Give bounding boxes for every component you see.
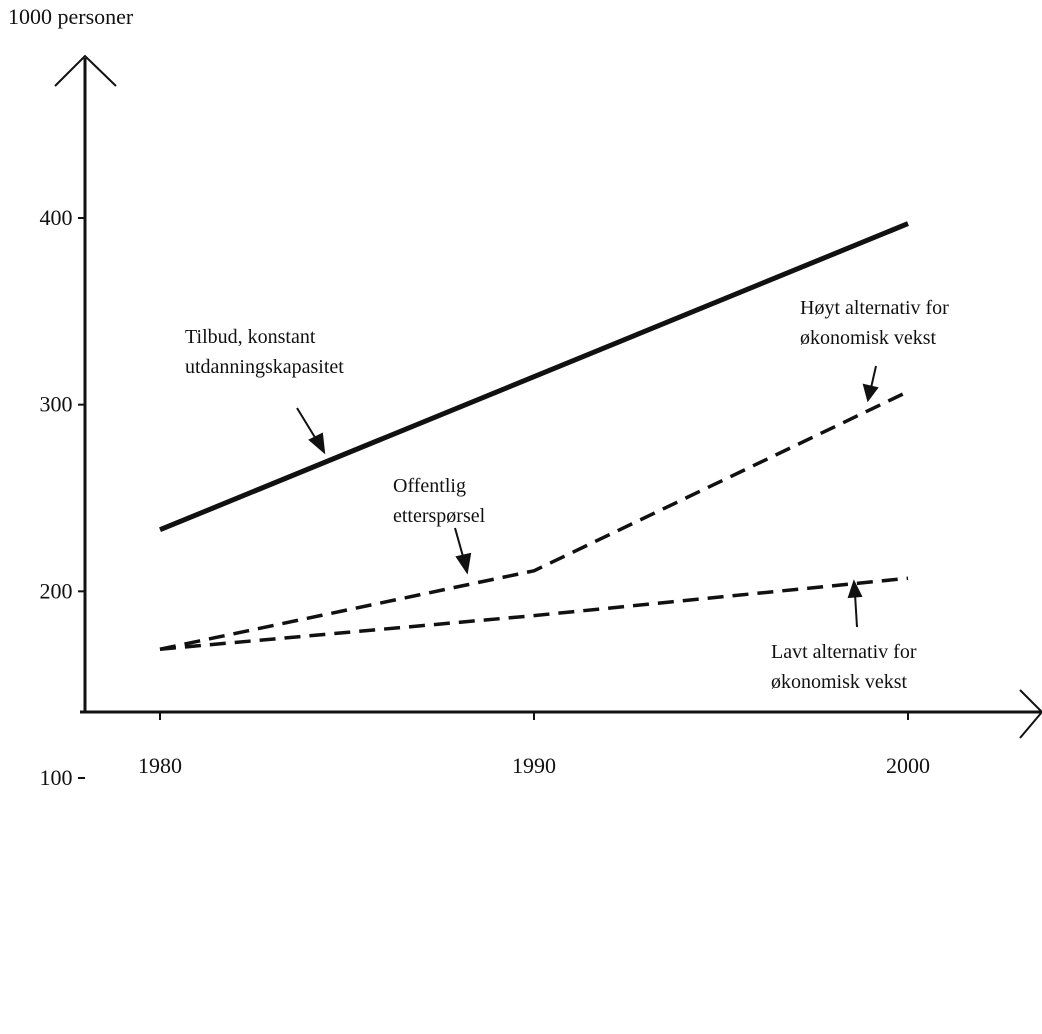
x-axis-ticks: 1980 1990 2000 xyxy=(138,712,930,778)
y-tick-label: 400 xyxy=(40,205,73,230)
y-tick-label: 300 xyxy=(40,392,73,417)
y-tick-label: 100 xyxy=(40,765,73,790)
series-line-tilbud xyxy=(159,221,909,533)
y-axis-title: 1000 personer xyxy=(8,4,134,29)
y-axis-arrowhead xyxy=(54,54,117,87)
label-offentlig-line1: Offentlig xyxy=(393,475,466,497)
annotation-arrows xyxy=(296,365,879,628)
x-axis-arrowhead xyxy=(1019,689,1042,739)
label-lavt-line1: Lavt alternativ for xyxy=(771,641,917,663)
arrow-tilbud-head xyxy=(308,432,326,455)
series-line-lavt xyxy=(159,576,909,651)
annotation-labels: Tilbud, konstant utdanningskapasitet Off… xyxy=(185,297,949,693)
y-tick-label: 200 xyxy=(40,578,73,603)
series-line-hoyt xyxy=(159,390,909,651)
x-tick-label: 1990 xyxy=(512,753,556,778)
label-tilbud-line2: utdanningskapasitet xyxy=(185,356,344,378)
x-tick-label: 1980 xyxy=(138,753,182,778)
label-hoyt-line2: økonomisk vekst xyxy=(800,327,937,349)
series-lines xyxy=(159,221,909,651)
x-tick-label: 2000 xyxy=(886,753,930,778)
label-tilbud-line1: Tilbud, konstant xyxy=(185,326,316,348)
y-axis-ticks: 100 200 300 400 xyxy=(40,205,85,790)
arrow-offentlig-head xyxy=(455,552,472,575)
arrow-lavt-shaft xyxy=(854,593,858,628)
label-hoyt-line1: Høyt alternativ for xyxy=(800,297,949,319)
arrow-lavt-head xyxy=(847,579,863,599)
arrow-offentlig-shaft xyxy=(454,527,465,561)
arrow-hoyt-shaft xyxy=(870,365,877,389)
arrow-hoyt-head xyxy=(862,383,879,403)
label-lavt-line2: økonomisk vekst xyxy=(771,671,908,693)
label-offentlig-line2: etterspørsel xyxy=(393,505,486,527)
